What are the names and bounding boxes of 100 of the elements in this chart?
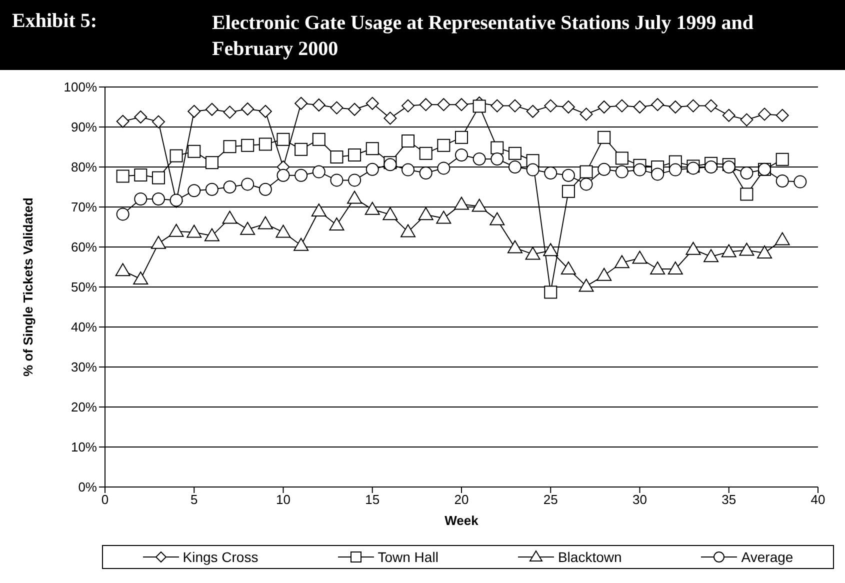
- point: [205, 182, 218, 196]
- point: [596, 268, 612, 281]
- point: [650, 262, 666, 274]
- chart-title: Exhibit 5:: [11, 9, 98, 34]
- point: [312, 165, 326, 178]
- point: [330, 150, 344, 164]
- point: [615, 165, 628, 178]
- point: [490, 141, 504, 154]
- point: [490, 152, 504, 166]
- y-tick-label: 40%: [70, 320, 98, 335]
- point: [116, 170, 130, 183]
- y-tick-label: 0%: [78, 480, 98, 495]
- point: [437, 138, 450, 152]
- point: [134, 110, 148, 124]
- point: [615, 99, 628, 112]
- point: [758, 108, 772, 121]
- point: [615, 152, 628, 165]
- point: [330, 174, 344, 187]
- legend-label: Town Hall: [378, 549, 438, 565]
- point: [633, 163, 646, 176]
- point: [560, 262, 576, 274]
- point: [258, 182, 272, 196]
- x-tick-label: 0: [101, 492, 109, 508]
- point: [240, 222, 256, 235]
- point: [580, 165, 593, 178]
- point: [223, 140, 236, 154]
- point: [580, 108, 593, 121]
- point: [651, 98, 664, 112]
- point: [454, 196, 469, 210]
- point: [116, 208, 130, 221]
- point: [241, 178, 254, 191]
- point: [722, 108, 736, 122]
- point: [366, 142, 379, 156]
- point: [526, 163, 540, 176]
- point: [418, 207, 434, 220]
- point: [598, 130, 611, 144]
- y-tick-label: 60%: [70, 240, 98, 255]
- x-axis-title: Week: [444, 513, 480, 528]
- point: [704, 160, 718, 174]
- point: [223, 180, 236, 194]
- y-axis-title: % of Single Tickets Validated: [20, 197, 36, 376]
- point: [472, 152, 486, 166]
- point: [490, 212, 505, 226]
- point: [348, 102, 362, 116]
- point: [525, 246, 540, 260]
- x-tick-label: 20: [454, 492, 469, 508]
- point: [508, 160, 522, 174]
- point: [668, 163, 682, 176]
- point: [402, 99, 415, 112]
- point: [633, 100, 646, 114]
- point: [508, 146, 522, 160]
- point: [312, 132, 326, 146]
- legend-label: Kings Cross: [182, 549, 258, 565]
- point: [402, 134, 415, 148]
- point: [614, 255, 630, 268]
- point: [366, 162, 379, 176]
- point: [562, 168, 575, 182]
- point: [188, 104, 201, 118]
- point: [740, 113, 754, 126]
- point: [472, 100, 486, 113]
- point: [739, 242, 754, 256]
- point: [188, 184, 201, 198]
- point: [686, 99, 700, 112]
- point: [776, 174, 789, 188]
- point: [294, 96, 308, 110]
- point: [276, 224, 291, 238]
- point: [312, 98, 326, 112]
- point: [436, 210, 452, 224]
- x-tick-label: 25: [543, 492, 558, 508]
- point: [329, 218, 344, 230]
- point: [258, 216, 273, 230]
- point: [704, 99, 718, 112]
- point: [419, 166, 432, 180]
- point: [152, 192, 165, 206]
- point: [776, 108, 789, 122]
- legend-label: Average: [741, 549, 794, 565]
- point: [150, 236, 166, 249]
- point: [455, 130, 468, 144]
- x-tick-label: 40: [810, 492, 826, 508]
- x-tick-label: 5: [190, 492, 198, 508]
- point: [204, 228, 220, 242]
- x-tick-label: 30: [632, 492, 647, 508]
- point: [170, 149, 183, 162]
- y-tick-label: 90%: [70, 120, 98, 135]
- point: [223, 106, 236, 119]
- point: [562, 100, 575, 114]
- point: [455, 148, 468, 162]
- y-tick-label: 80%: [70, 160, 98, 175]
- point: [776, 152, 789, 166]
- point: [133, 272, 148, 284]
- point: [598, 100, 611, 114]
- point: [507, 240, 522, 254]
- point: [722, 160, 736, 174]
- point: [258, 138, 272, 151]
- point: [294, 142, 308, 156]
- point: [186, 224, 202, 238]
- point: [598, 162, 611, 176]
- y-tick-label: 100%: [64, 80, 98, 95]
- point: [241, 102, 254, 116]
- point: [241, 138, 254, 152]
